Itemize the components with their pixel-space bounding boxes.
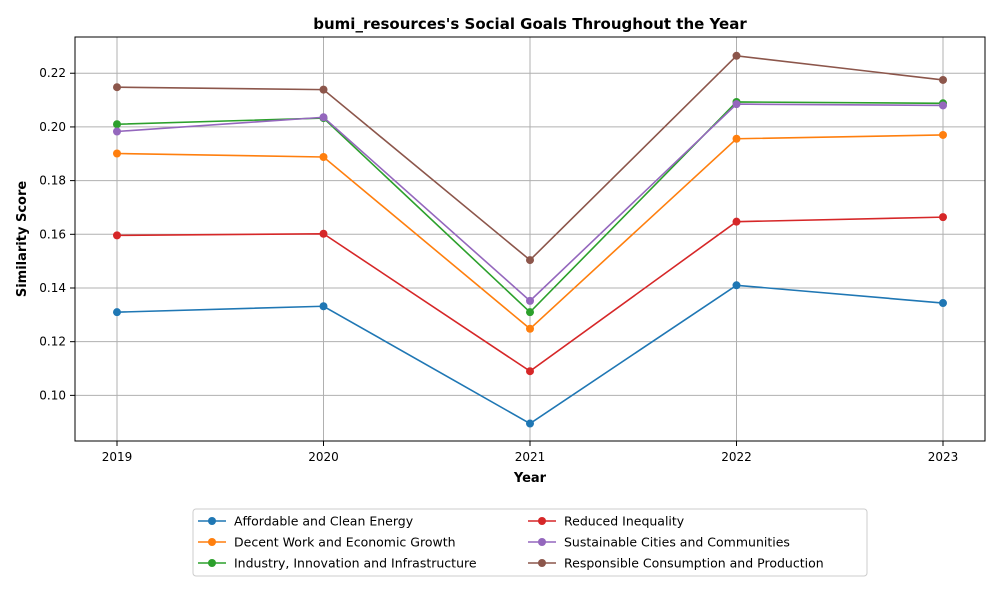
data-point: [319, 152, 328, 161]
data-point: [939, 299, 947, 308]
y-tick-label: 0.20: [39, 120, 66, 134]
x-tick-label: 2023: [928, 450, 959, 464]
data-point: [939, 75, 947, 84]
data-point: [113, 308, 121, 317]
legend-swatch-marker: [208, 538, 216, 546]
data-point: [732, 100, 741, 109]
legend-label: Responsible Consumption and Production: [564, 556, 824, 571]
y-tick-label: 0.14: [39, 281, 66, 295]
series-3: [113, 213, 947, 376]
data-point: [732, 134, 741, 143]
legend-label: Affordable and Clean Energy: [234, 514, 414, 529]
data-point: [732, 51, 741, 60]
data-point: [113, 149, 121, 158]
data-point: [319, 113, 328, 122]
legend-label: Sustainable Cities and Communities: [564, 535, 790, 550]
x-tick-label: 2019: [102, 450, 133, 464]
data-point: [319, 85, 328, 94]
y-tick-label: 0.18: [39, 174, 66, 188]
data-point: [526, 308, 534, 317]
legend-item: Decent Work and Economic Growth: [198, 535, 456, 550]
chart-title: bumi_resources's Social Goals Throughout…: [313, 15, 747, 33]
legend-swatch-marker: [208, 517, 216, 525]
data-point: [526, 256, 534, 265]
legend-label: Reduced Inequality: [564, 514, 685, 529]
y-tick-label: 0.22: [39, 66, 66, 80]
legend-swatch-marker: [208, 559, 216, 567]
series-1: [113, 130, 947, 333]
series-5: [113, 51, 947, 265]
series-layer: [113, 51, 947, 428]
legend-label: Industry, Innovation and Infrastructure: [234, 556, 477, 571]
data-point: [319, 302, 328, 311]
data-point: [113, 231, 121, 240]
legend-item: Industry, Innovation and Infrastructure: [198, 556, 477, 571]
data-point: [526, 324, 534, 333]
data-point: [526, 419, 534, 428]
legend-item: Reduced Inequality: [528, 514, 685, 529]
legend-swatch-marker: [538, 538, 546, 546]
y-axis-label: Similarity Score: [15, 181, 30, 298]
legend-swatch-marker: [538, 559, 546, 567]
data-point: [113, 127, 121, 136]
grid: [75, 37, 985, 441]
data-point: [113, 83, 121, 92]
series-0: [113, 281, 947, 428]
series-4: [113, 100, 947, 305]
y-tick-label: 0.16: [39, 227, 66, 241]
y-tick-label: 0.12: [39, 335, 66, 349]
legend: Affordable and Clean Energy Decent Work a…: [192, 508, 868, 577]
x-tick-label: 2021: [515, 450, 546, 464]
data-point: [732, 281, 741, 290]
x-axis-label: Year: [513, 471, 547, 486]
data-point: [526, 296, 534, 305]
data-point: [526, 367, 534, 376]
legend-swatch-marker: [538, 517, 546, 525]
data-point: [939, 213, 947, 222]
legend-item: Affordable and Clean Energy: [198, 514, 414, 529]
x-axis-ticks: 2019 2020 2021 2022 2023: [102, 441, 959, 464]
y-axis-ticks: 0.10 0.12 0.14 0.16 0.18 0.20 0.22: [39, 66, 75, 402]
data-point: [113, 120, 121, 129]
data-point: [939, 130, 947, 139]
legend-item: Responsible Consumption and Production: [528, 556, 824, 571]
data-point: [939, 101, 947, 110]
data-point: [732, 217, 741, 226]
x-tick-label: 2022: [721, 450, 752, 464]
data-point: [319, 229, 328, 238]
x-tick-label: 2020: [308, 450, 339, 464]
legend-item: Sustainable Cities and Communities: [528, 535, 790, 550]
legend-label: Decent Work and Economic Growth: [234, 535, 456, 550]
y-tick-label: 0.10: [39, 388, 66, 402]
